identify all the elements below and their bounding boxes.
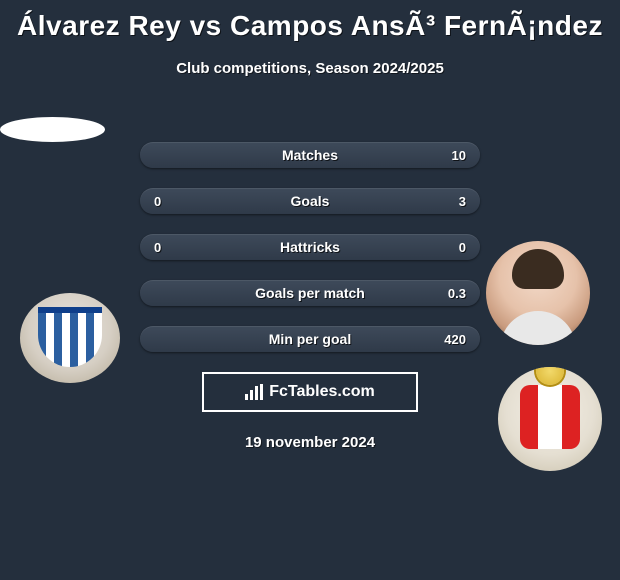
bar-chart-icon bbox=[245, 384, 263, 400]
stat-label: Goals bbox=[140, 193, 480, 209]
stat-label: Matches bbox=[140, 147, 480, 163]
stat-row-min-per-goal: Min per goal 420 bbox=[140, 326, 480, 352]
left-club-crest bbox=[20, 293, 120, 383]
comparison-area: Matches 10 0 Goals 3 0 Hattricks 0 Goals… bbox=[0, 117, 620, 451]
brand-box: FcTables.com bbox=[202, 372, 418, 412]
stats-column: Matches 10 0 Goals 3 0 Hattricks 0 Goals… bbox=[140, 142, 480, 352]
stat-left-value: 0 bbox=[154, 194, 161, 209]
stat-left-value: 0 bbox=[154, 240, 161, 255]
page-title: Álvarez Rey vs Campos AnsÃ³ FernÃ¡ndez bbox=[0, 0, 620, 42]
right-player-avatar bbox=[486, 241, 590, 345]
stat-right-value: 10 bbox=[452, 148, 466, 163]
stat-right-value: 0 bbox=[459, 240, 466, 255]
stat-label: Hattricks bbox=[140, 239, 480, 255]
stat-row-goals-per-match: Goals per match 0.3 bbox=[140, 280, 480, 306]
shield-icon bbox=[38, 307, 102, 367]
brand-label: FcTables.com bbox=[269, 383, 375, 401]
stat-row-matches: Matches 10 bbox=[140, 142, 480, 168]
left-player-avatar bbox=[0, 117, 105, 142]
stat-row-goals: 0 Goals 3 bbox=[140, 188, 480, 214]
stat-right-value: 420 bbox=[444, 332, 466, 347]
stat-right-value: 0.3 bbox=[448, 286, 466, 301]
stat-label: Min per goal bbox=[140, 331, 480, 347]
stat-row-hattricks: 0 Hattricks 0 bbox=[140, 234, 480, 260]
right-club-crest bbox=[498, 367, 602, 471]
stat-right-value: 3 bbox=[459, 194, 466, 209]
subtitle: Club competitions, Season 2024/2025 bbox=[0, 60, 620, 77]
stat-label: Goals per match bbox=[140, 285, 480, 301]
